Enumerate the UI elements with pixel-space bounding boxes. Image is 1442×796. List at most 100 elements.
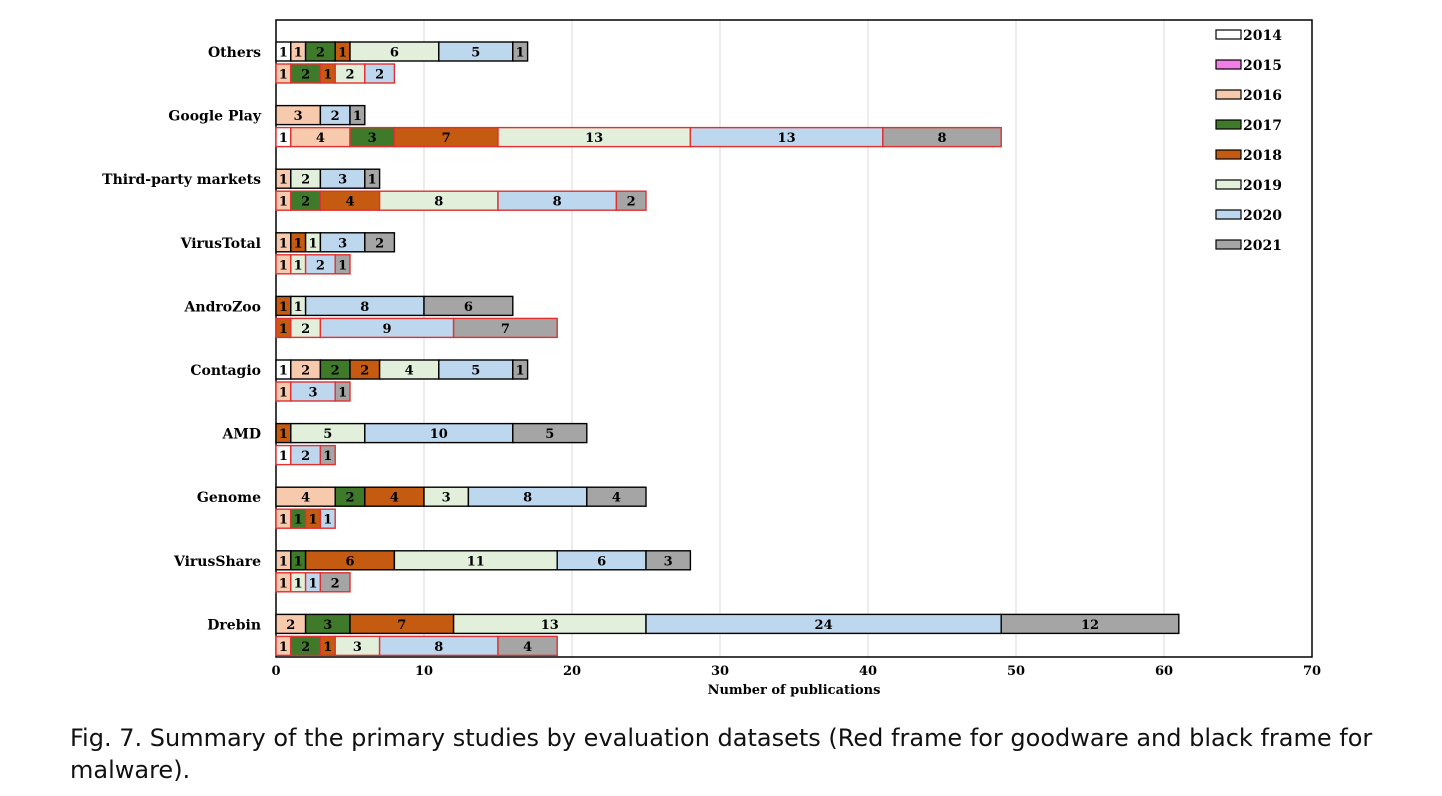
data-label: 5 <box>471 364 480 379</box>
data-label: 2 <box>345 491 354 506</box>
data-label: 6 <box>464 300 473 315</box>
data-label: 1 <box>353 109 362 124</box>
malware-bar-segment-2021 <box>512 359 529 380</box>
goodware-bar-segment-2021 <box>452 317 558 339</box>
data-label: 3 <box>338 236 347 251</box>
malware-bar-segment-2021 <box>586 486 647 507</box>
category-label: Drebin <box>207 617 261 633</box>
legend-swatch-2018 <box>1215 149 1242 160</box>
data-label: 3 <box>368 131 377 146</box>
legend-label: 2014 <box>1243 28 1282 44</box>
data-label: 8 <box>434 640 443 655</box>
goodware-bar-segment-2021 <box>497 635 558 657</box>
data-label: 7 <box>501 322 510 337</box>
data-label: 8 <box>360 300 369 315</box>
data-label: 1 <box>308 236 317 251</box>
data-label: 2 <box>301 68 310 83</box>
data-label: 1 <box>294 236 303 251</box>
data-label: 1 <box>279 640 288 655</box>
legend-swatch-2020 <box>1215 209 1242 220</box>
data-label: 8 <box>937 131 946 146</box>
data-label: 1 <box>279 322 288 337</box>
x-tick-label: 20 <box>563 664 581 679</box>
data-label: 1 <box>279 131 288 146</box>
data-label: 1 <box>516 364 525 379</box>
legend-swatch-2019 <box>1215 179 1242 190</box>
data-label: 1 <box>279 195 288 210</box>
data-label: 1 <box>279 386 288 401</box>
goodware-bar-segment-2021 <box>615 190 647 211</box>
category-label: Third-party markets <box>102 172 261 188</box>
legend-label: 2021 <box>1243 238 1282 254</box>
data-label: 2 <box>301 195 310 210</box>
data-label: 7 <box>397 618 406 633</box>
data-label: 1 <box>279 258 288 273</box>
x-tick-label: 70 <box>1303 664 1321 679</box>
malware-bar-segment-2021 <box>512 41 529 62</box>
malware-bar-segment-2021 <box>364 168 381 189</box>
data-label: 4 <box>612 491 621 506</box>
data-label: 2 <box>301 449 310 464</box>
malware-bar-segment-2021 <box>1000 613 1180 635</box>
data-label: 1 <box>294 46 303 61</box>
data-label: 1 <box>279 236 288 251</box>
category-label: VirusShare <box>173 554 261 570</box>
data-label: 3 <box>294 109 303 124</box>
data-label: 6 <box>345 554 354 569</box>
figure-caption: Fig. 7. Summary of the primary studies b… <box>70 724 1373 784</box>
data-label: 1 <box>338 46 347 61</box>
data-label: 1 <box>323 640 332 655</box>
legend-label: 2019 <box>1243 178 1282 194</box>
data-label: 4 <box>301 491 310 506</box>
data-label: 10 <box>430 427 448 442</box>
x-tick-label: 30 <box>711 664 729 679</box>
data-label: 3 <box>308 386 317 401</box>
data-label: 3 <box>442 491 451 506</box>
data-label: 1 <box>279 46 288 61</box>
goodware-bar-segment-2021 <box>334 381 351 402</box>
data-label: 1 <box>279 554 288 569</box>
legend-label: 2018 <box>1243 148 1282 164</box>
data-label: 1 <box>338 258 347 273</box>
data-label: 7 <box>442 131 451 146</box>
data-label: 12 <box>1081 618 1099 633</box>
data-label: 1 <box>279 68 288 83</box>
data-label: 8 <box>434 195 443 210</box>
data-label: 1 <box>294 258 303 273</box>
malware-bar-segment-2021 <box>645 550 692 571</box>
goodware-bar-segment-2021 <box>319 572 351 593</box>
data-label: 1 <box>294 300 303 315</box>
plot-area-frame <box>275 19 1313 658</box>
data-label: 1 <box>338 386 347 401</box>
data-label: 1 <box>294 576 303 591</box>
data-label: 1 <box>308 576 317 591</box>
goodware-bar-segment-2020 <box>319 508 336 529</box>
data-label: 2 <box>375 236 384 251</box>
data-label: 2 <box>375 68 384 83</box>
data-label: 2 <box>301 322 310 337</box>
data-label: 8 <box>523 491 532 506</box>
data-label: 2 <box>286 618 295 633</box>
category-label: AMD <box>222 427 262 443</box>
data-label: 11 <box>467 554 485 569</box>
data-label: 6 <box>597 554 606 569</box>
category-label: Genome <box>197 490 261 506</box>
x-tick-label: 50 <box>1007 664 1025 679</box>
data-label: 6 <box>390 46 399 61</box>
legend-swatch-2017 <box>1215 119 1242 130</box>
category-label: VirusTotal <box>180 236 261 252</box>
data-label: 3 <box>338 173 347 188</box>
data-label: 13 <box>541 618 559 633</box>
data-label: 1 <box>323 449 332 464</box>
data-label: 4 <box>390 491 399 506</box>
malware-bar-segment-2021 <box>423 295 514 317</box>
malware-bar-segment-2021 <box>512 422 588 444</box>
data-label: 1 <box>323 68 332 83</box>
legend-swatch-2016 <box>1215 89 1242 100</box>
data-label: 5 <box>471 46 480 61</box>
data-label: 5 <box>323 427 332 442</box>
data-label: 2 <box>627 195 636 210</box>
data-label: 1 <box>294 554 303 569</box>
malware-bar-segment-2021 <box>364 232 396 253</box>
